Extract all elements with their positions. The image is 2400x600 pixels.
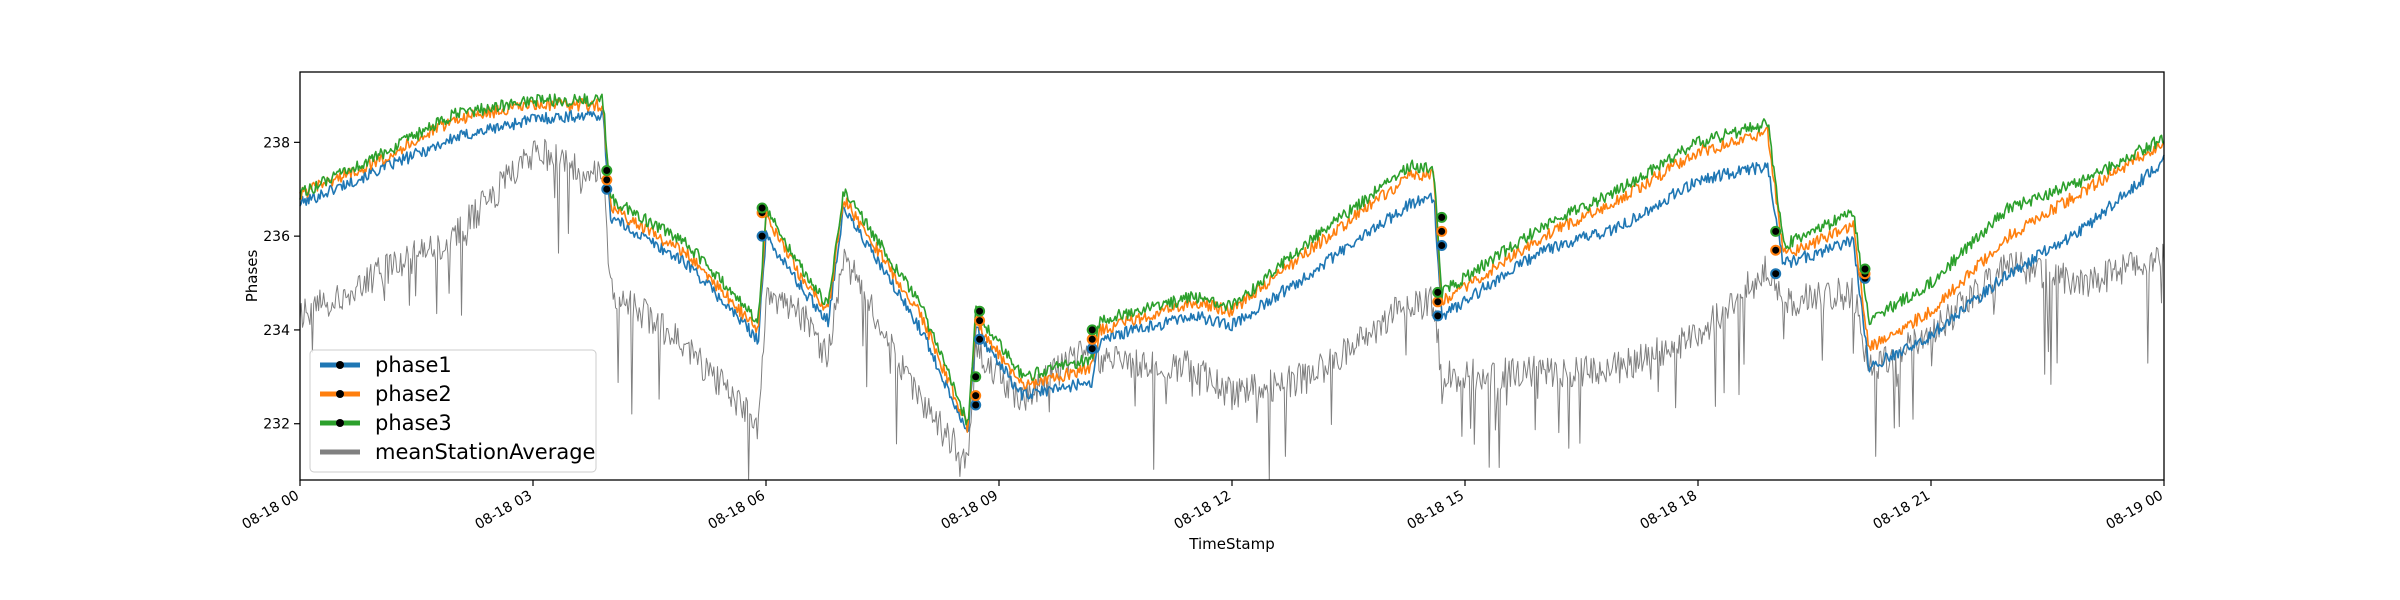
legend-label-phase3: phase3 <box>375 411 452 435</box>
marker-point-5-phase1 <box>1432 310 1444 322</box>
series-line-phase2 <box>299 98 2165 433</box>
marker-point-3-phase3 <box>974 305 986 317</box>
marker-point-5-phase2 <box>1432 296 1444 308</box>
y-axis-label: Phases <box>243 250 261 303</box>
legend-label-phase2: phase2 <box>375 382 452 406</box>
marker-point-2-phase1 <box>970 399 982 411</box>
marker-point-0-phase1 <box>601 183 613 195</box>
marker-point-6-phase3 <box>1436 211 1448 223</box>
legend-item-meanStationAverage: meanStationAverage <box>320 440 595 464</box>
marker-point-1-phase3 <box>756 202 768 214</box>
marker-point-4-phase3 <box>1086 324 1098 336</box>
series-line-phase3 <box>299 93 2165 426</box>
legend-marker-phase3 <box>336 419 344 427</box>
series-line-phase1 <box>299 108 2165 433</box>
marker-layer <box>601 165 1871 411</box>
marker-point-0-phase3 <box>601 165 613 176</box>
y-tick-label: 234 <box>263 323 290 339</box>
marker-point-8-phase3 <box>1859 263 1871 275</box>
legend-marker-phase1 <box>336 361 344 369</box>
marker-point-7-phase3 <box>1770 225 1782 237</box>
marker-point-7-phase2 <box>1770 244 1782 256</box>
legend-item-phase1: phase1 <box>320 353 452 377</box>
legend-item-phase3: phase3 <box>320 411 452 435</box>
legend: phase1 phase2 phase3 meanStationAverage <box>309 349 597 473</box>
legend-label-meanStationAverage: meanStationAverage <box>375 440 595 464</box>
y-axis: 232 234 236 238 <box>263 135 300 433</box>
marker-point-1-phase1 <box>756 230 768 242</box>
legend-item-phase2: phase2 <box>320 382 452 406</box>
series-layer <box>299 93 2165 481</box>
marker-point-0-phase2 <box>601 174 613 186</box>
legend-box <box>309 349 597 473</box>
marker-point-2-phase3 <box>970 371 982 383</box>
marker-point-6-phase1 <box>1436 240 1448 251</box>
marker-point-4-phase1 <box>1086 343 1098 355</box>
y-tick-label: 236 <box>263 229 290 245</box>
y-tick-label: 232 <box>263 417 290 433</box>
marker-point-7-phase1 <box>1770 268 1782 280</box>
x-axis-label: TimeStamp <box>1188 535 1274 553</box>
marker-point-3-phase2 <box>974 315 986 327</box>
legend-marker-phase2 <box>336 390 344 398</box>
marker-point-6-phase2 <box>1436 225 1448 237</box>
y-tick-label: 238 <box>263 135 290 151</box>
legend-label-phase1: phase1 <box>375 353 452 377</box>
series-line-meanStationAverage <box>299 138 2165 481</box>
marker-point-3-phase1 <box>974 333 986 345</box>
marker-point-5-phase3 <box>1432 286 1444 298</box>
marker-point-4-phase2 <box>1086 333 1098 345</box>
marker-point-2-phase2 <box>970 390 982 402</box>
